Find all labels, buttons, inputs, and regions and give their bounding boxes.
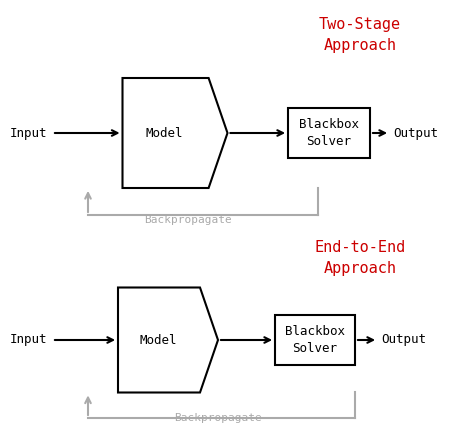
Text: Model: Model xyxy=(139,334,176,347)
Polygon shape xyxy=(122,78,227,188)
Bar xyxy=(274,315,354,365)
Text: Backpropagate: Backpropagate xyxy=(144,215,231,225)
Polygon shape xyxy=(118,287,218,392)
Text: Two-Stage
Approach: Two-Stage Approach xyxy=(318,17,400,53)
Text: Blackbox
Solver: Blackbox Solver xyxy=(285,325,344,355)
Text: End-to-End
Approach: End-to-End Approach xyxy=(313,240,405,276)
Text: Input: Input xyxy=(10,126,47,140)
Text: Output: Output xyxy=(392,126,437,140)
Text: Output: Output xyxy=(380,334,425,347)
Text: Model: Model xyxy=(146,126,183,140)
Text: Blackbox
Solver: Blackbox Solver xyxy=(298,118,358,148)
Text: Backpropagate: Backpropagate xyxy=(174,413,261,423)
Bar xyxy=(287,108,369,158)
Text: Input: Input xyxy=(10,334,47,347)
